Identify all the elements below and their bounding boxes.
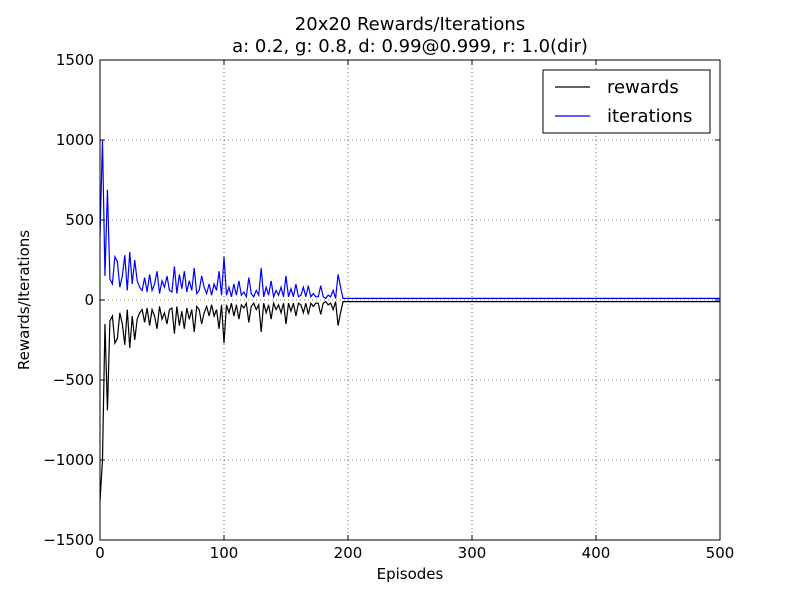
- x-axis-label: Episodes: [377, 565, 444, 583]
- legend-label: iterations: [607, 106, 692, 127]
- y-tick-label: −500: [53, 371, 94, 389]
- y-tick-label: 500: [65, 211, 94, 229]
- x-tick-label: 200: [334, 544, 363, 562]
- legend-box: [542, 69, 711, 134]
- y-tick-label: −1500: [43, 531, 94, 549]
- series-line: [99, 139, 720, 300]
- x-tick-label: 0: [95, 544, 105, 562]
- x-tick-label: 500: [706, 544, 735, 562]
- chart-title: 20x20 Rewards/Iterations: [295, 14, 525, 35]
- series-line: [99, 300, 720, 502]
- legend-label: rewards: [607, 77, 679, 98]
- y-tick-label: 1000: [56, 131, 94, 149]
- y-tick-label: 1500: [56, 51, 94, 69]
- y-tick-label: 0: [84, 291, 94, 309]
- y-axis-label: Rewards/Iterations: [15, 230, 33, 370]
- x-tick-label: 300: [458, 544, 487, 562]
- y-tick-label: −1000: [43, 451, 94, 469]
- x-tick-label: 100: [210, 544, 239, 562]
- chart-subtitle: a: 0.2, g: 0.8, d: 0.99@0.999, r: 1.0(di…: [232, 36, 588, 57]
- plot-frame: [99, 59, 721, 541]
- legend: rewards iterations: [542, 69, 711, 134]
- x-tick-label: 400: [582, 544, 611, 562]
